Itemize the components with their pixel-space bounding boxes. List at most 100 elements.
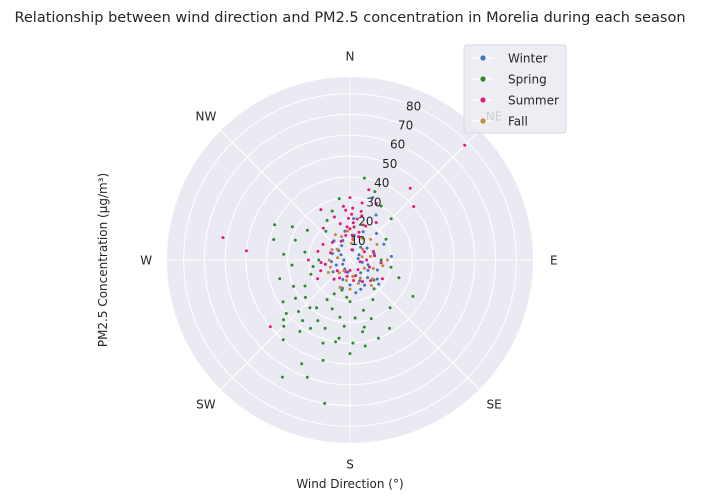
point-spring-0 bbox=[348, 352, 352, 356]
legend-entries: Winter Spring Summer Fall bbox=[472, 52, 559, 129]
point-spring-28 bbox=[284, 312, 288, 315]
point-summer-25 bbox=[306, 258, 310, 262]
point-spring-22 bbox=[290, 225, 294, 229]
r-tick-label-60: 60 bbox=[390, 138, 405, 152]
point-fall-16 bbox=[375, 242, 379, 246]
point-winter-19 bbox=[375, 232, 378, 235]
point-winter-18 bbox=[374, 213, 378, 217]
point-spring-51 bbox=[384, 237, 388, 241]
point-summer-2 bbox=[355, 217, 359, 221]
point-fall-9 bbox=[337, 271, 341, 275]
point-summer-32 bbox=[332, 215, 336, 219]
point-fall-30 bbox=[342, 269, 346, 273]
direction-label-n: N bbox=[346, 50, 355, 64]
point-summer-44 bbox=[329, 251, 332, 255]
point-fall-5 bbox=[370, 277, 374, 281]
point-spring-3 bbox=[309, 326, 312, 330]
point-fall-15 bbox=[361, 223, 365, 227]
point-fall-19 bbox=[369, 284, 373, 287]
point-spring-27 bbox=[281, 338, 285, 342]
point-spring-8 bbox=[321, 358, 325, 362]
legend-label-fall: Fall bbox=[508, 115, 528, 129]
point-spring-25 bbox=[280, 375, 284, 379]
r-tick-label-70: 70 bbox=[398, 119, 413, 133]
point-fall-6 bbox=[358, 276, 362, 280]
point-summer-19 bbox=[368, 265, 371, 269]
point-spring-63 bbox=[363, 344, 367, 348]
point-summer-17 bbox=[371, 250, 375, 253]
point-summer-9 bbox=[351, 206, 355, 210]
point-spring-16 bbox=[303, 284, 307, 288]
legend-label-winter: Winter bbox=[508, 52, 548, 66]
point-spring-9 bbox=[300, 362, 304, 366]
direction-label-e: E bbox=[550, 254, 558, 268]
point-winter-13 bbox=[342, 258, 346, 262]
grid-spoke-315 bbox=[220, 130, 351, 261]
point-fall-21 bbox=[338, 285, 342, 289]
point-summer-10 bbox=[360, 201, 364, 205]
point-summer-3 bbox=[360, 214, 364, 218]
point-summer-14 bbox=[408, 186, 412, 190]
point-spring-58 bbox=[389, 265, 393, 269]
point-winter-17 bbox=[352, 217, 356, 221]
point-fall-25 bbox=[349, 241, 353, 245]
point-summer-27 bbox=[221, 236, 225, 240]
point-spring-30 bbox=[372, 287, 376, 291]
point-spring-49 bbox=[379, 204, 383, 208]
point-spring-33 bbox=[325, 298, 329, 302]
point-winter-42 bbox=[375, 277, 379, 281]
point-summer-63 bbox=[341, 204, 345, 208]
point-winter-29 bbox=[377, 282, 381, 286]
point-winter-1 bbox=[361, 230, 365, 234]
point-spring-32 bbox=[330, 307, 334, 311]
point-spring-24 bbox=[305, 375, 309, 379]
point-summer-55 bbox=[319, 261, 323, 264]
point-spring-19 bbox=[317, 258, 321, 262]
point-summer-1 bbox=[351, 221, 355, 225]
point-fall-26 bbox=[369, 237, 373, 241]
point-spring-36 bbox=[340, 288, 344, 292]
legend-marker-summer bbox=[480, 97, 486, 103]
point-summer-18 bbox=[365, 258, 369, 262]
point-spring-54 bbox=[330, 209, 334, 213]
point-spring-12 bbox=[342, 324, 346, 328]
point-fall-2 bbox=[361, 247, 365, 251]
point-summer-29 bbox=[321, 242, 325, 246]
point-summer-26 bbox=[244, 249, 248, 253]
point-winter-45 bbox=[331, 270, 335, 274]
direction-label-sw: SW bbox=[196, 398, 216, 412]
point-summer-28 bbox=[268, 325, 272, 329]
point-summer-47 bbox=[362, 250, 366, 254]
point-summer-58 bbox=[339, 239, 343, 243]
point-winter-16 bbox=[343, 229, 347, 233]
point-fall-3 bbox=[369, 254, 372, 258]
point-spring-21 bbox=[293, 238, 297, 242]
point-fall-27 bbox=[360, 255, 364, 259]
point-winter-2 bbox=[359, 245, 363, 249]
point-spring-34 bbox=[338, 315, 342, 319]
point-spring-45 bbox=[272, 238, 276, 241]
point-spring-42 bbox=[278, 277, 282, 281]
point-spring-1 bbox=[334, 340, 338, 344]
point-spring-13 bbox=[353, 316, 357, 320]
legend-marker-spring bbox=[480, 76, 486, 82]
point-spring-62 bbox=[376, 336, 380, 340]
point-summer-35 bbox=[374, 202, 378, 205]
r-tick-label-30: 30 bbox=[366, 195, 381, 209]
legend-box bbox=[463, 44, 567, 134]
point-fall-0 bbox=[352, 238, 356, 241]
point-spring-57 bbox=[397, 276, 401, 280]
point-fall-4 bbox=[371, 267, 375, 270]
point-spring-38 bbox=[315, 306, 319, 310]
point-spring-52 bbox=[362, 176, 366, 180]
point-spring-47 bbox=[305, 228, 309, 232]
legend-marker-winter bbox=[480, 55, 486, 61]
point-spring-23 bbox=[324, 229, 328, 233]
point-summer-31 bbox=[319, 208, 323, 212]
point-spring-71 bbox=[362, 325, 366, 329]
point-spring-4 bbox=[308, 306, 312, 310]
point-spring-55 bbox=[325, 218, 329, 222]
point-spring-46 bbox=[273, 223, 277, 227]
r-tick-label-80: 80 bbox=[406, 99, 421, 113]
